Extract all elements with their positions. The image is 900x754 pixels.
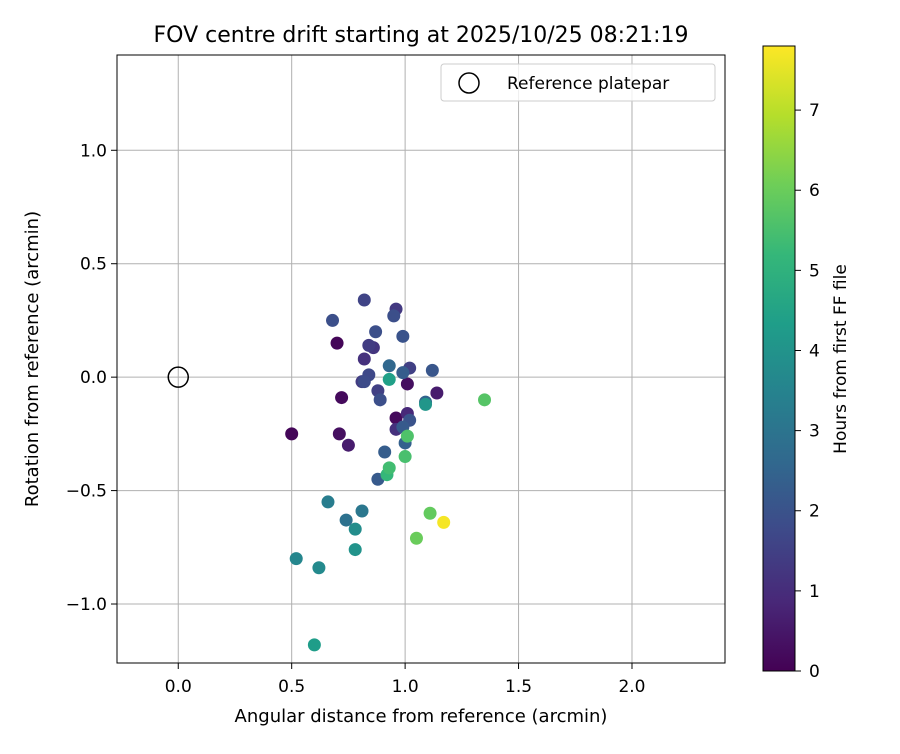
- y-tick-label: −0.5: [66, 482, 107, 502]
- colorbar-tick-label: 2: [809, 502, 820, 522]
- data-point: [357, 293, 371, 307]
- colorbar-label: Hours from first FF file: [831, 264, 851, 454]
- data-point: [425, 363, 439, 377]
- y-tick-label: 1.0: [80, 141, 107, 161]
- plot-area: [117, 55, 725, 663]
- reference-platepar-marker: [167, 366, 190, 388]
- data-point: [312, 561, 326, 575]
- data-point: [362, 338, 376, 352]
- colorbar-tick-label: 7: [809, 101, 820, 121]
- x-tick-label: 1.0: [392, 677, 419, 697]
- data-point: [357, 375, 371, 389]
- colorbar-tick-label: 3: [809, 422, 820, 442]
- data-point: [387, 309, 401, 323]
- y-axis-label: Rotation from reference (arcmin): [22, 211, 43, 507]
- data-point: [307, 638, 321, 652]
- y-tick-label: 0.5: [80, 255, 107, 275]
- x-axis-label: Angular distance from reference (arcmin): [235, 706, 608, 727]
- data-point: [285, 427, 299, 441]
- data-point: [369, 325, 383, 339]
- legend: Reference platepar: [440, 63, 716, 102]
- colorbar-tick-label: 1: [809, 582, 820, 602]
- data-point: [357, 352, 371, 366]
- y-tick-label: −1.0: [66, 595, 107, 615]
- data-point: [378, 445, 392, 459]
- data-points: [285, 293, 492, 652]
- data-point: [355, 504, 369, 518]
- data-point: [373, 393, 387, 407]
- legend-reference-icon: [458, 72, 480, 94]
- colorbar-tick-label: 5: [809, 261, 820, 281]
- colorbar-ticks: 0 1 2 3 4 5 6 7: [795, 101, 820, 682]
- data-point: [382, 372, 396, 386]
- legend-box: [440, 63, 716, 102]
- data-point: [348, 543, 362, 557]
- data-point: [478, 393, 492, 407]
- x-axis-ticks: 0.0 0.5 1.0 1.5 2.0: [165, 663, 646, 697]
- data-point: [419, 397, 433, 411]
- data-point: [437, 515, 451, 529]
- y-axis-ticks: −1.0 −0.5 0.0 0.5 1.0: [66, 141, 117, 615]
- data-point: [332, 427, 346, 441]
- data-point: [326, 313, 340, 327]
- grid-lines: [117, 55, 725, 663]
- colorbar-tick-label: 4: [809, 341, 820, 361]
- chart-title: FOV centre drift starting at 2025/10/25 …: [154, 23, 689, 48]
- data-point: [430, 386, 444, 400]
- x-tick-label: 2.0: [618, 677, 645, 697]
- data-point: [396, 366, 410, 380]
- data-point: [400, 377, 414, 391]
- colorbar-tick-label: 0: [809, 662, 820, 682]
- data-point: [382, 461, 396, 475]
- data-point: [330, 336, 344, 350]
- colorbar-tick-label: 6: [809, 181, 820, 201]
- data-point: [396, 329, 410, 343]
- data-point: [398, 450, 412, 464]
- plot-frame: [116, 54, 726, 664]
- reference-marker-group: [167, 366, 190, 388]
- data-point: [341, 438, 355, 452]
- data-point: [289, 552, 303, 566]
- y-tick-label: 0.0: [80, 368, 107, 388]
- x-tick-label: 1.5: [505, 677, 532, 697]
- data-point: [348, 522, 362, 536]
- x-tick-label: 0.0: [165, 677, 192, 697]
- legend-label: Reference platepar: [507, 74, 669, 94]
- data-point: [409, 531, 423, 545]
- data-point: [335, 391, 349, 405]
- x-tick-label: 0.5: [278, 677, 305, 697]
- data-point: [321, 495, 335, 509]
- data-point: [423, 506, 437, 520]
- data-point: [339, 513, 353, 527]
- data-point: [400, 429, 414, 443]
- data-point: [382, 359, 396, 373]
- data-point: [389, 411, 403, 425]
- colorbar: [762, 45, 796, 672]
